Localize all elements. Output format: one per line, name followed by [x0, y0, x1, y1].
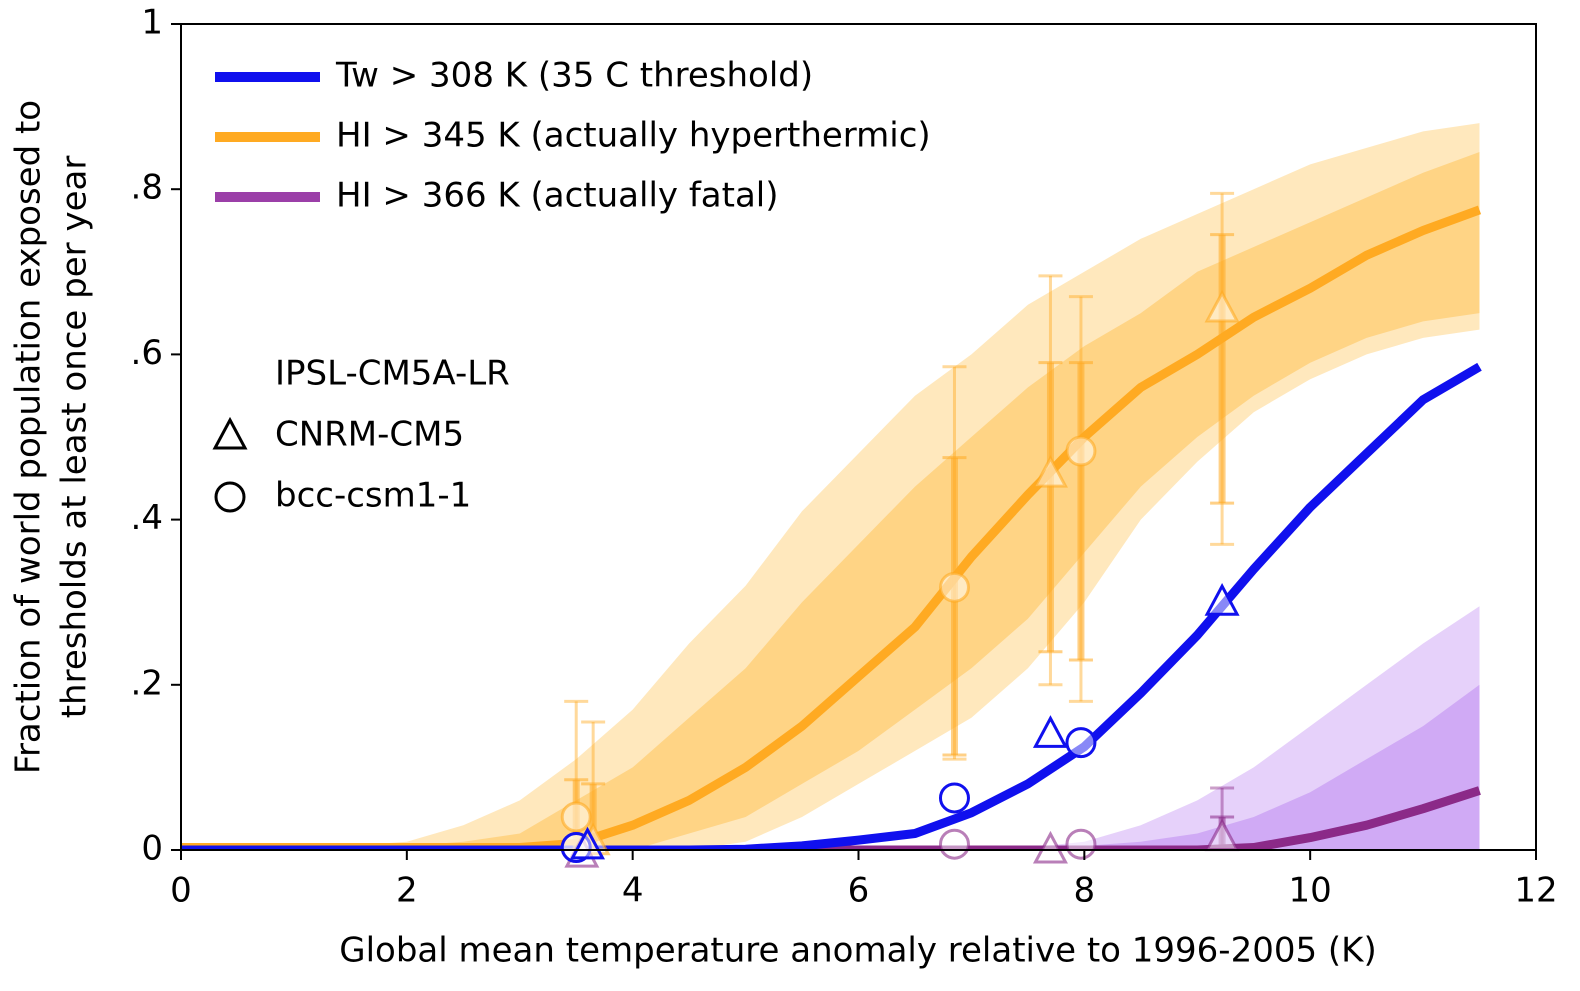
x-tick-label: 0 — [170, 871, 192, 911]
marker-circle — [1065, 727, 1097, 759]
x-tick-label: 2 — [396, 871, 418, 911]
y-tick-label: .6 — [131, 333, 163, 373]
band — [181, 123, 1480, 850]
band — [181, 152, 1480, 850]
marker-triangle — [1204, 289, 1240, 323]
marker-circle — [214, 481, 246, 513]
y-axis-label: thresholds at least once per year — [55, 156, 95, 719]
data-line — [181, 786, 1481, 850]
data-line — [181, 362, 1482, 850]
x-axis-label: Global mean temperature anomaly relative… — [339, 931, 1376, 971]
model-legend-label: IPSL-CM5A-LR — [275, 354, 510, 394]
marker-triangle — [1032, 454, 1068, 488]
marker-line — [214, 370, 246, 380]
marker-triangle — [1204, 583, 1240, 616]
marker-circle — [1065, 828, 1097, 860]
plot-area — [181, 123, 1482, 850]
legend-label: Tw > 308 K (35 C threshold) — [335, 56, 813, 96]
x-tick-label: 12 — [1514, 871, 1557, 911]
y-tick-label: .4 — [131, 498, 163, 538]
x-tick-label: 10 — [1289, 871, 1332, 911]
marker-triangle — [1032, 830, 1068, 864]
y-tick-label: 0 — [141, 829, 163, 869]
y-tick-label: .2 — [131, 663, 163, 703]
x-tick-label: 4 — [622, 871, 644, 911]
marker-circle — [560, 801, 592, 833]
x-tick-label: 6 — [848, 871, 870, 911]
marker-circle — [938, 782, 970, 814]
y-tick-label: .8 — [131, 168, 163, 208]
legend-label: HI > 366 K (actually fatal) — [336, 176, 779, 216]
marker-circle — [938, 571, 970, 603]
marker-circle — [938, 828, 970, 860]
model-legend-label: bcc-csm1-1 — [275, 476, 471, 516]
model-legend-label: CNRM-CM5 — [275, 415, 464, 455]
marker-triangle — [212, 416, 248, 450]
y-tick-label: 1 — [141, 3, 163, 43]
legend-label: HI > 345 K (actually hyperthermic) — [336, 116, 931, 156]
y-axis-label: Fraction of world population exposed to — [9, 100, 49, 774]
marker-circle — [1065, 435, 1097, 467]
x-tick-label: 8 — [1074, 871, 1096, 911]
marker-triangle — [1032, 715, 1068, 748]
